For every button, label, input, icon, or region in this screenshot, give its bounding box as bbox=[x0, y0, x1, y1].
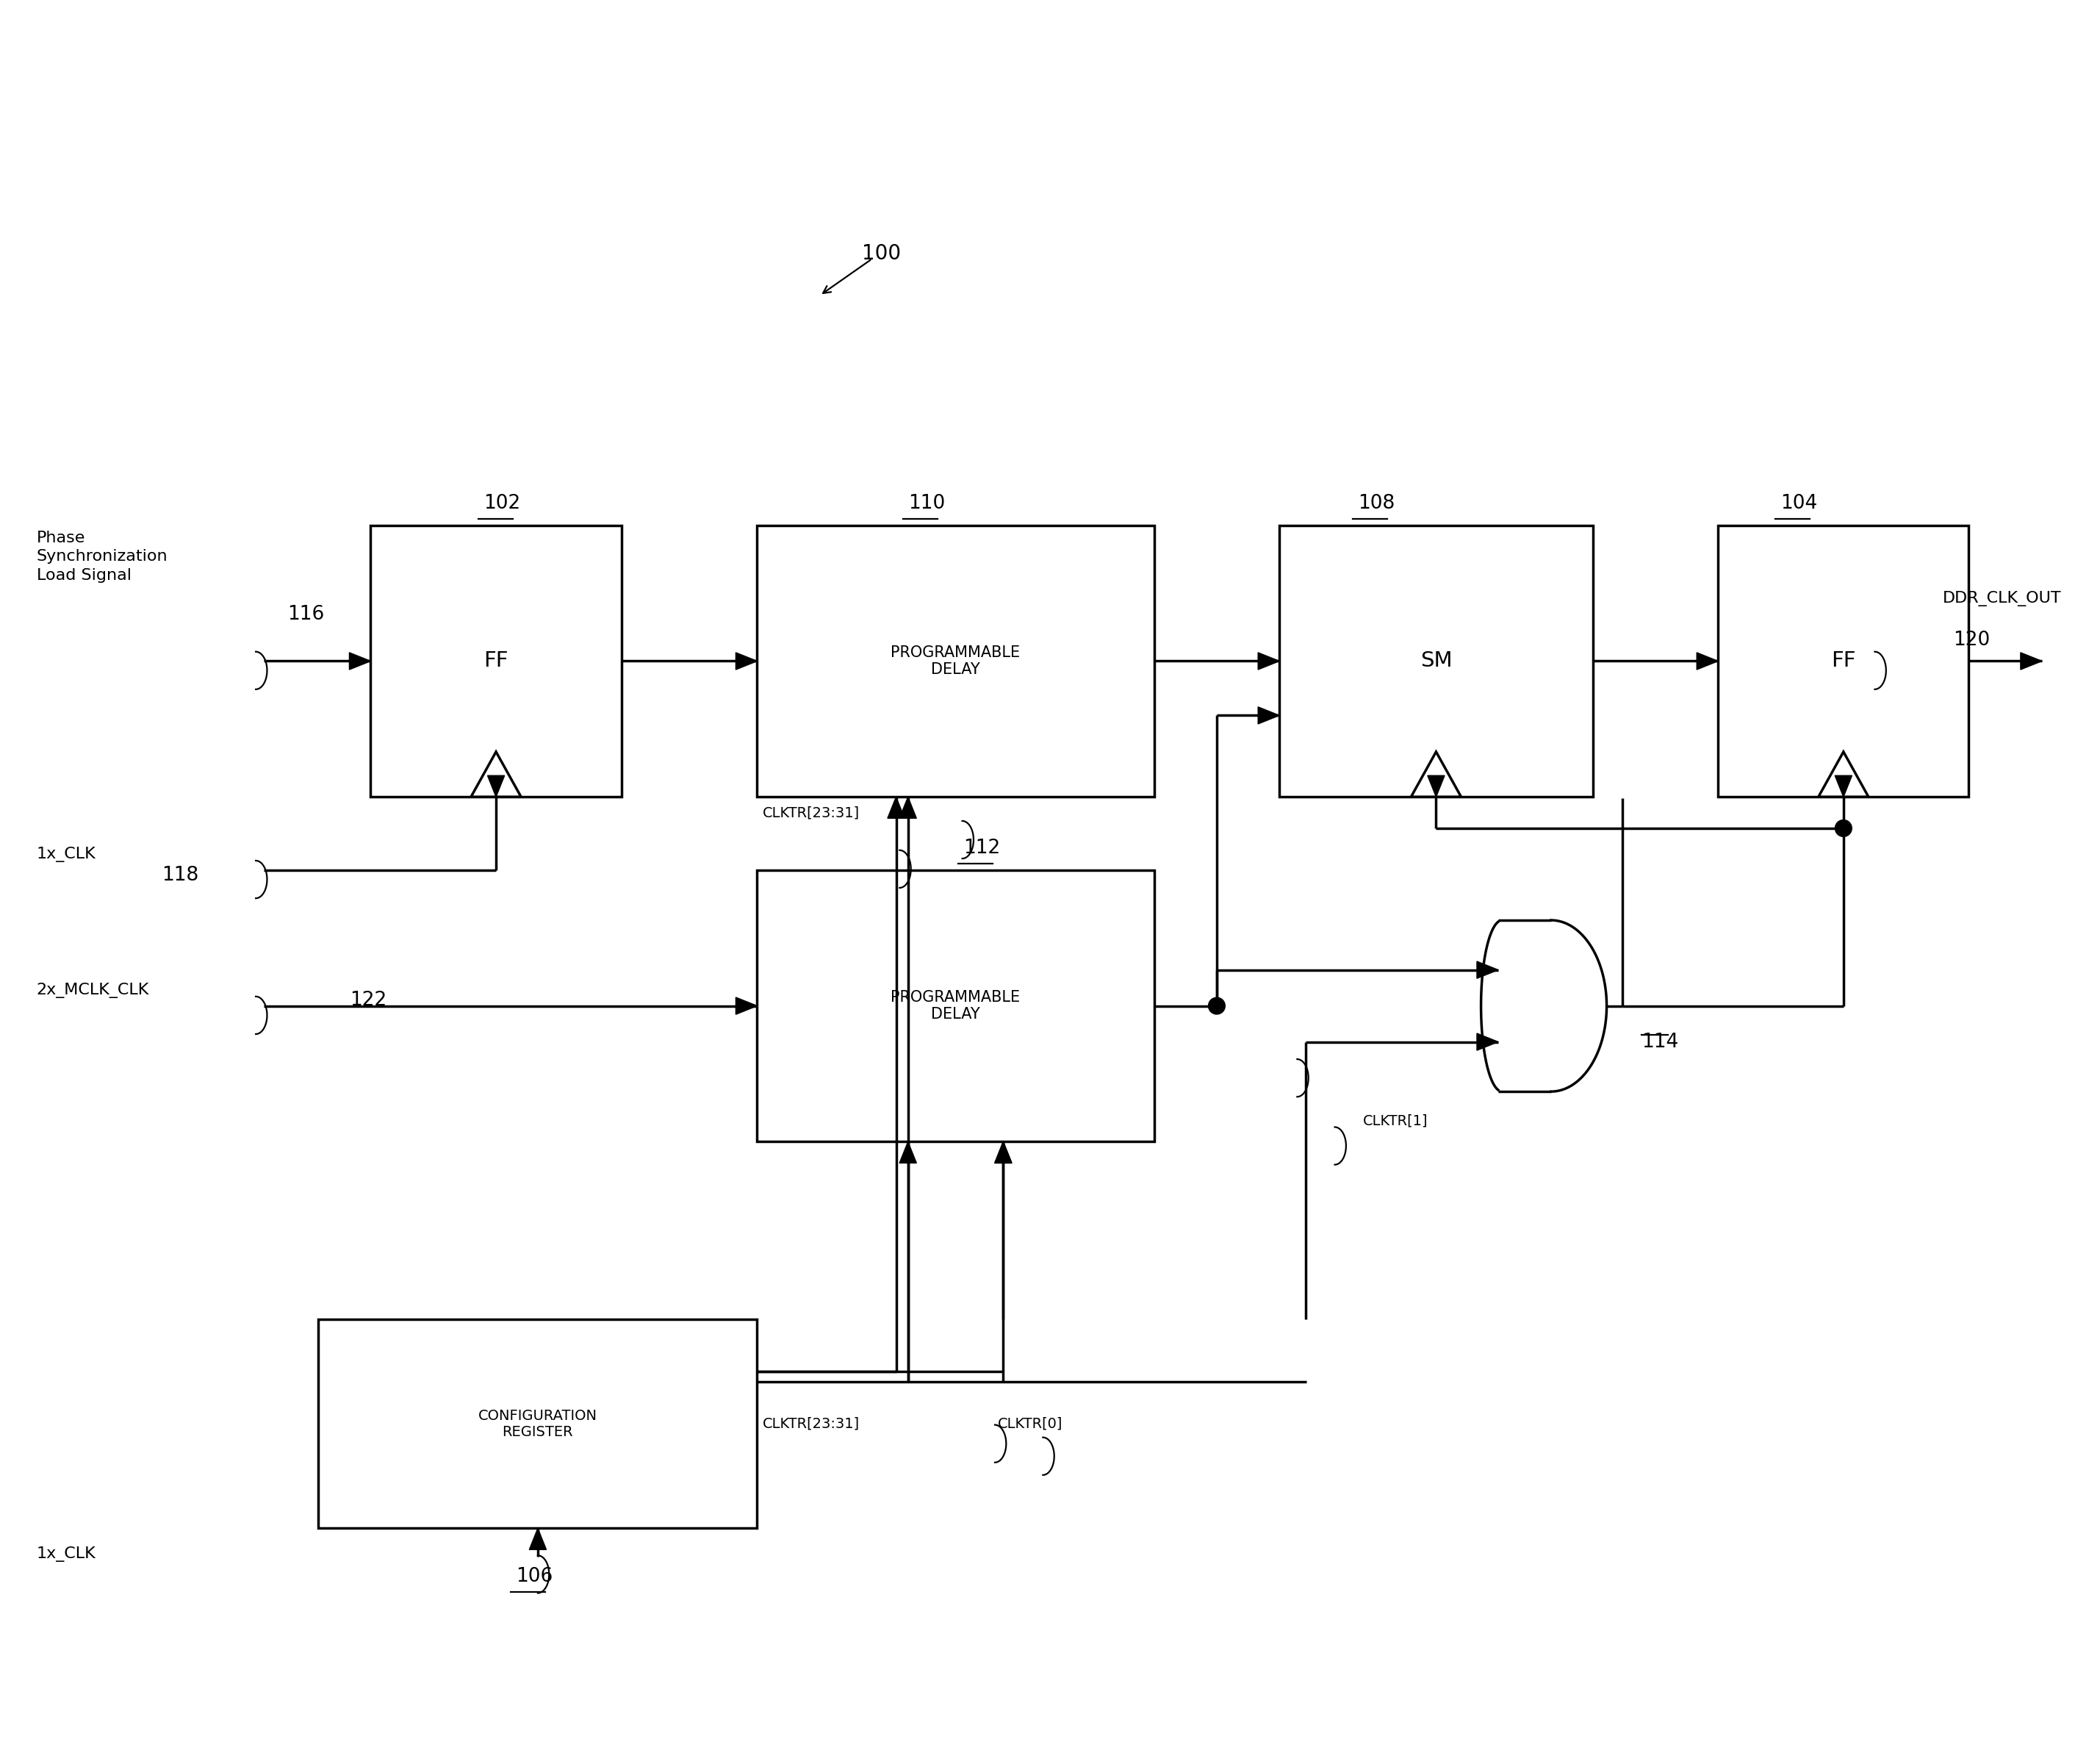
Text: 100: 100 bbox=[861, 243, 901, 264]
Text: PROGRAMMABLE
DELAY: PROGRAMMABLE DELAY bbox=[890, 990, 1021, 1021]
Polygon shape bbox=[1697, 653, 1718, 669]
Text: 1x_CLK: 1x_CLK bbox=[36, 847, 97, 863]
Text: 112: 112 bbox=[964, 838, 1000, 858]
Text: Phase
Synchronization
Load Signal: Phase Synchronization Load Signal bbox=[36, 530, 168, 583]
Circle shape bbox=[1835, 821, 1852, 836]
Polygon shape bbox=[487, 775, 504, 798]
Text: CLKTR[0]: CLKTR[0] bbox=[997, 1418, 1063, 1430]
Bar bbox=[319, 1319, 758, 1529]
Text: 122: 122 bbox=[351, 991, 386, 1011]
Polygon shape bbox=[1835, 775, 1852, 798]
Text: 116: 116 bbox=[288, 604, 323, 623]
Polygon shape bbox=[1476, 962, 1497, 979]
Text: CLKTR[23:31]: CLKTR[23:31] bbox=[762, 1418, 859, 1430]
Text: PROGRAMMABLE
DELAY: PROGRAMMABLE DELAY bbox=[890, 645, 1021, 676]
Text: 2x_MCLK_CLK: 2x_MCLK_CLK bbox=[36, 983, 149, 998]
Bar bbox=[758, 870, 1155, 1141]
Polygon shape bbox=[1258, 706, 1279, 724]
Polygon shape bbox=[2020, 653, 2041, 669]
Text: 104: 104 bbox=[1781, 493, 1819, 512]
Polygon shape bbox=[735, 997, 758, 1014]
Bar bbox=[1279, 525, 1592, 798]
Polygon shape bbox=[995, 1141, 1012, 1162]
Polygon shape bbox=[888, 798, 905, 819]
Text: FF: FF bbox=[1831, 652, 1856, 671]
Text: DDR_CLK_OUT: DDR_CLK_OUT bbox=[1942, 590, 2062, 606]
Polygon shape bbox=[349, 653, 372, 669]
Bar bbox=[372, 525, 622, 798]
Polygon shape bbox=[1476, 1034, 1497, 1050]
Text: 108: 108 bbox=[1359, 493, 1394, 512]
Polygon shape bbox=[899, 1141, 916, 1162]
Text: 102: 102 bbox=[483, 493, 521, 512]
Text: CLKTR[23:31]: CLKTR[23:31] bbox=[762, 805, 859, 819]
Polygon shape bbox=[899, 798, 916, 819]
Text: 106: 106 bbox=[517, 1567, 552, 1585]
Polygon shape bbox=[1258, 653, 1279, 669]
Bar bbox=[758, 525, 1155, 798]
Text: 118: 118 bbox=[162, 866, 200, 884]
Polygon shape bbox=[529, 1529, 546, 1550]
Text: CONFIGURATION
REGISTER: CONFIGURATION REGISTER bbox=[479, 1409, 596, 1439]
Text: 110: 110 bbox=[907, 493, 945, 512]
Text: 1x_CLK: 1x_CLK bbox=[36, 1546, 97, 1562]
Polygon shape bbox=[995, 1141, 1012, 1162]
Polygon shape bbox=[1428, 775, 1445, 798]
Text: 114: 114 bbox=[1642, 1034, 1678, 1051]
Circle shape bbox=[1208, 997, 1224, 1014]
Text: 120: 120 bbox=[1953, 630, 1991, 650]
Text: FF: FF bbox=[483, 652, 508, 671]
Text: SM: SM bbox=[1420, 652, 1451, 671]
Bar bbox=[1718, 525, 1970, 798]
Polygon shape bbox=[735, 653, 758, 669]
Text: CLKTR[1]: CLKTR[1] bbox=[1363, 1113, 1428, 1127]
